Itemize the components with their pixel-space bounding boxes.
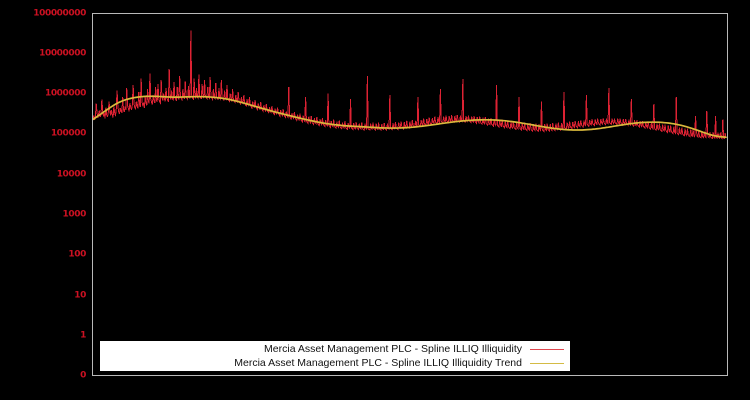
y-axis-tick-label: 0 [80, 370, 86, 381]
legend-item-label: Mercia Asset Management PLC - Spline ILL… [234, 357, 522, 369]
y-axis-tick-label: 1 [80, 330, 86, 341]
series-illiq-illiquidity [93, 30, 727, 140]
y-axis-tick-label: 10000 [56, 169, 87, 180]
y-axis-tick-label: 1000000 [44, 88, 86, 99]
y-axis-tick-label: 1000 [62, 209, 87, 220]
y-axis-tick-label: 100 [68, 249, 86, 260]
legend-swatch-trend [530, 362, 564, 364]
y-axis-tick-label: 100000 [50, 128, 87, 139]
legend-swatch-illiq [530, 348, 564, 350]
legend-item: Mercia Asset Management PLC - Spline ILL… [100, 356, 566, 370]
y-axis-tick-label: 10 [74, 290, 86, 301]
y-axis-tick-labels: 100000000 10000000 1000000 100000 10000 1000 1… [0, 0, 92, 400]
plot-svg [93, 30, 727, 140]
legend-item: Mercia Asset Management PLC - Spline ILL… [100, 342, 566, 356]
legend-item-label: Mercia Asset Management PLC - Spline ILL… [264, 343, 522, 355]
plot-area [92, 13, 728, 376]
y-axis-tick-label: 100000000 [33, 8, 86, 18]
y-axis-tick-label: 10000000 [39, 48, 86, 59]
series-illiq-illiquidity-trend [93, 95, 727, 139]
chart-legend: Mercia Asset Management PLC - Spline ILL… [100, 341, 570, 371]
